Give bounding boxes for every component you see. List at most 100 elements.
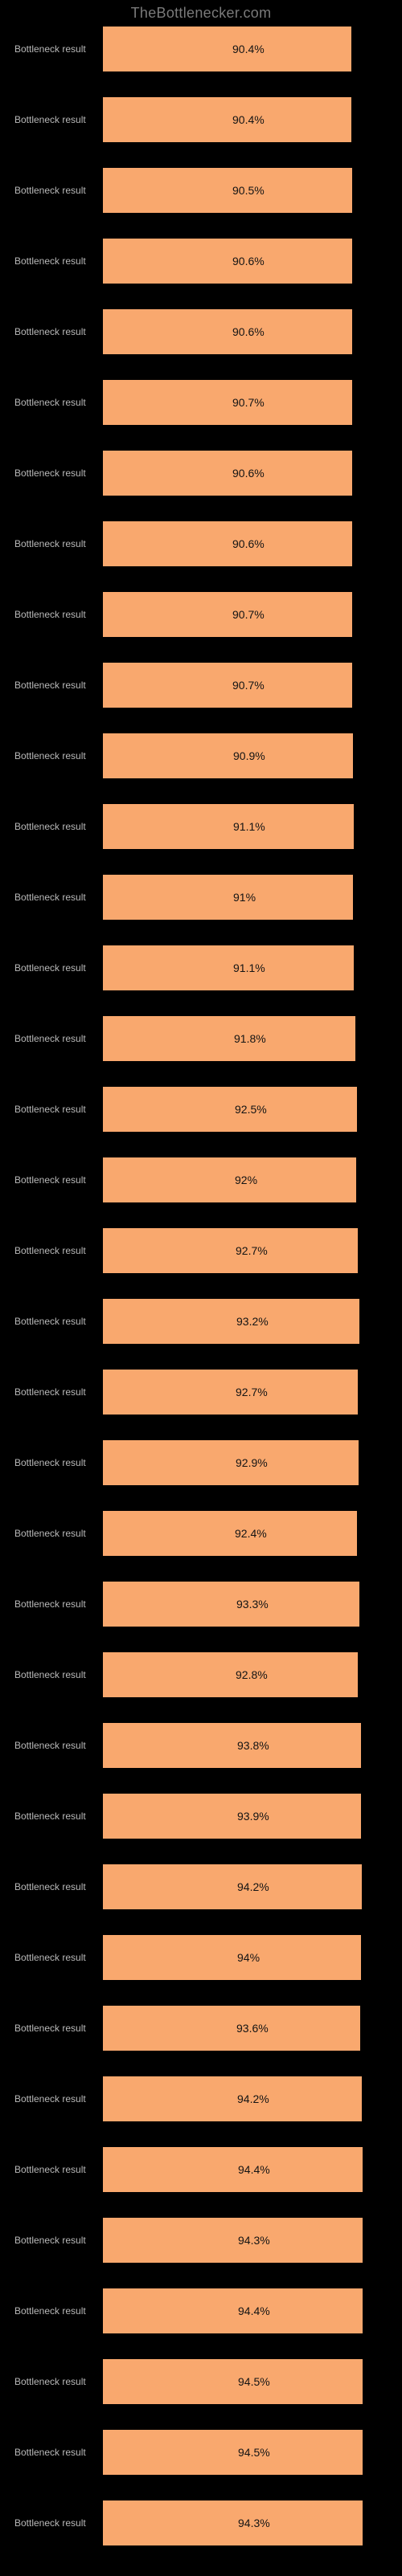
chart-row: Bottleneck result90.6%: [14, 521, 378, 566]
row-label: Bottleneck result: [14, 1511, 103, 1556]
chart-row: Bottleneck result92.9%: [14, 1440, 378, 1485]
bar-track: 91.8%: [103, 1016, 378, 1061]
row-label: Bottleneck result: [14, 1582, 103, 1627]
bar-value: 92.4%: [230, 1511, 267, 1556]
chart-row: Bottleneck result92.5%: [14, 1087, 378, 1132]
row-label: Bottleneck result: [14, 168, 103, 213]
bar-value: 94.2%: [232, 2076, 269, 2121]
site-title: TheBottlenecker.com: [131, 5, 272, 21]
bar-track: 90.4%: [103, 97, 378, 142]
chart-row: Bottleneck result 91.1%: [14, 804, 378, 849]
bar-value: 94.2%: [232, 1864, 269, 1909]
bar-track: 94.2%: [103, 1864, 378, 1909]
row-label: Bottleneck result: [14, 2288, 103, 2333]
row-label: Bottleneck result: [14, 663, 103, 708]
chart-row: Bottleneck result 90.7%: [14, 663, 378, 708]
bar-track: 90.5%: [103, 168, 378, 213]
bar-track: 94.5%: [103, 2430, 378, 2475]
bar-value: 92.5%: [230, 1087, 267, 1132]
bar-track: 92.9%: [103, 1440, 378, 1485]
bar-value: 93.2%: [232, 1299, 269, 1344]
bar-track: 90.6%: [103, 239, 378, 284]
chart-row: Bottleneck result 94.4%: [14, 2288, 378, 2333]
bar-track: 90.6%: [103, 309, 378, 354]
bar-track: 90.7%: [103, 592, 378, 637]
chart-row: Bottleneck result 90.7%: [14, 380, 378, 425]
bar-track: 94.5%: [103, 2359, 378, 2404]
row-label: Bottleneck result: [14, 1723, 103, 1768]
row-label: Bottleneck result: [14, 1652, 103, 1697]
row-label: Bottleneck result: [14, 1935, 103, 1980]
bar-value: 92%: [230, 1157, 257, 1202]
bar-track: 93.6%: [103, 2006, 378, 2051]
chart-row: Bottleneck result93.9%: [14, 1794, 378, 1839]
chart-row: Bottleneck result 92%: [14, 1157, 378, 1202]
bar-track: 94.4%: [103, 2288, 378, 2333]
bar-track: 93.3%: [103, 1582, 378, 1627]
row-label: Bottleneck result: [14, 97, 103, 142]
chart-row: Bottleneck result93.3%: [14, 1582, 378, 1627]
site-header: TheBottlenecker.com: [0, 0, 402, 23]
row-label: Bottleneck result: [14, 239, 103, 284]
chart-row: Bottleneck result90.6%: [14, 239, 378, 284]
row-label: Bottleneck result: [14, 1794, 103, 1839]
bar-value: 91.1%: [228, 804, 265, 849]
bar-value: 94%: [232, 1935, 260, 1980]
row-label: Bottleneck result: [14, 592, 103, 637]
row-label: Bottleneck result: [14, 521, 103, 566]
bar-value: 91.8%: [229, 1016, 266, 1061]
chart-row: Bottleneck result91.1%: [14, 945, 378, 990]
chart-row: Bottleneck result90.4%: [14, 97, 378, 142]
bar-value: 91%: [228, 875, 256, 920]
bar-value: 94.3%: [233, 2500, 270, 2545]
chart-row: Bottleneck result94.5%: [14, 2359, 378, 2404]
chart-row: Bottleneck result94.4%: [14, 2147, 378, 2192]
bar-track: 92.4%: [103, 1511, 378, 1556]
row-label: Bottleneck result: [14, 1016, 103, 1061]
chart-row: Bottleneck result 91%: [14, 875, 378, 920]
chart-row: Bottleneck result 90.4%: [14, 27, 378, 71]
bar-value: 90.7%: [228, 663, 265, 708]
bar-track: 92.5%: [103, 1087, 378, 1132]
bar-track: 91.1%: [103, 945, 378, 990]
chart-row: Bottleneck result 92.4%: [14, 1511, 378, 1556]
chart-row: Bottleneck result90.7%: [14, 592, 378, 637]
bar-value: 92.9%: [231, 1440, 268, 1485]
bar-track: 93.9%: [103, 1794, 378, 1839]
bar-track: 91%: [103, 875, 378, 920]
row-label: Bottleneck result: [14, 27, 103, 71]
row-label: Bottleneck result: [14, 945, 103, 990]
chart-row: Bottleneck result90.5%: [14, 168, 378, 213]
bar-track: 93.2%: [103, 1299, 378, 1344]
bar-value: 94.4%: [233, 2147, 270, 2192]
row-label: Bottleneck result: [14, 380, 103, 425]
chart-row: Bottleneck result94.5%: [14, 2430, 378, 2475]
row-label: Bottleneck result: [14, 1157, 103, 1202]
bar-track: 94.3%: [103, 2500, 378, 2545]
bar-track: 94.3%: [103, 2218, 378, 2263]
chart-row: Bottleneck result90.6%: [14, 451, 378, 496]
chart-row: Bottleneck result93.2%: [14, 1299, 378, 1344]
chart-row: Bottleneck result94.2%: [14, 1864, 378, 1909]
row-label: Bottleneck result: [14, 804, 103, 849]
bar-track: 91.1%: [103, 804, 378, 849]
chart-row: Bottleneck result 94%: [14, 1935, 378, 1980]
bar-value: 94.4%: [233, 2288, 270, 2333]
chart-row: Bottleneck result90.6%: [14, 309, 378, 354]
bar-track: 94%: [103, 1935, 378, 1980]
bar-track: 90.6%: [103, 451, 378, 496]
bar-value: 90.4%: [228, 27, 265, 71]
chart-row: Bottleneck result92.7%: [14, 1370, 378, 1415]
bar-track: 94.4%: [103, 2147, 378, 2192]
bar-track: 92%: [103, 1157, 378, 1202]
bar-value: 90.7%: [228, 380, 265, 425]
bar-track: 90.6%: [103, 521, 378, 566]
chart-row: Bottleneck result94.3%: [14, 2218, 378, 2263]
chart-row: Bottleneck result90.9%: [14, 733, 378, 778]
chart-row: Bottleneck result93.6%: [14, 2006, 378, 2051]
bottleneck-chart: Bottleneck result90.4%Bottleneck result9…: [0, 23, 402, 2576]
row-label: Bottleneck result: [14, 733, 103, 778]
bar-value: 92.7%: [231, 1370, 268, 1415]
chart-row: Bottleneck result93.8%: [14, 1723, 378, 1768]
row-label: Bottleneck result: [14, 875, 103, 920]
